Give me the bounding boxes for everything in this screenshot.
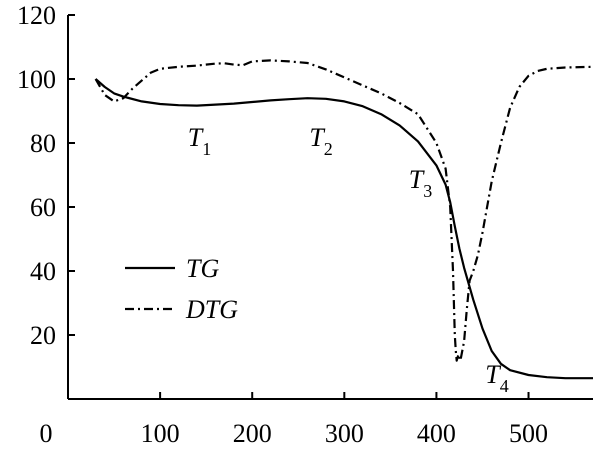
annotation-t2: T2 (309, 123, 332, 159)
x-tick-label: 400 (417, 419, 456, 448)
legend: TG DTG (125, 254, 238, 324)
y-tick-label: 40 (30, 257, 56, 286)
annotation-t3: T3 (409, 165, 432, 201)
y-tick-label: 60 (30, 193, 56, 222)
series-line-dtg (94, 59, 593, 362)
y-tick-label: 20 (30, 321, 56, 350)
y-tick-label: 120 (17, 1, 56, 30)
series-group (94, 59, 593, 380)
legend-label-dtg: DTG (185, 295, 238, 324)
annotation-t1: T1 (188, 123, 211, 159)
y-tick-label: 80 (30, 129, 56, 158)
y-tick-label: 100 (17, 65, 56, 94)
ticks: 20 40 60 80 100 120 100 200 300 400 500 0 (17, 1, 548, 448)
origin-tick-label: 0 (40, 419, 53, 448)
x-tick-label: 100 (141, 419, 180, 448)
series-line-tg (94, 78, 593, 380)
annotation-t4: T4 (485, 360, 508, 396)
axes (67, 15, 593, 400)
legend-label-tg: TG (186, 254, 219, 283)
x-tick-label: 200 (233, 419, 272, 448)
x-tick-label: 500 (509, 419, 548, 448)
x-tick-label: 300 (325, 419, 364, 448)
